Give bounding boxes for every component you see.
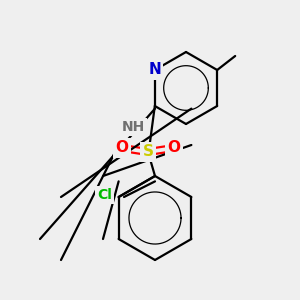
Text: O: O (167, 140, 181, 155)
Text: S: S (142, 145, 154, 160)
Text: NH: NH (122, 120, 145, 134)
Text: Cl: Cl (97, 188, 112, 202)
Text: N: N (148, 62, 161, 77)
Text: O: O (116, 140, 128, 155)
